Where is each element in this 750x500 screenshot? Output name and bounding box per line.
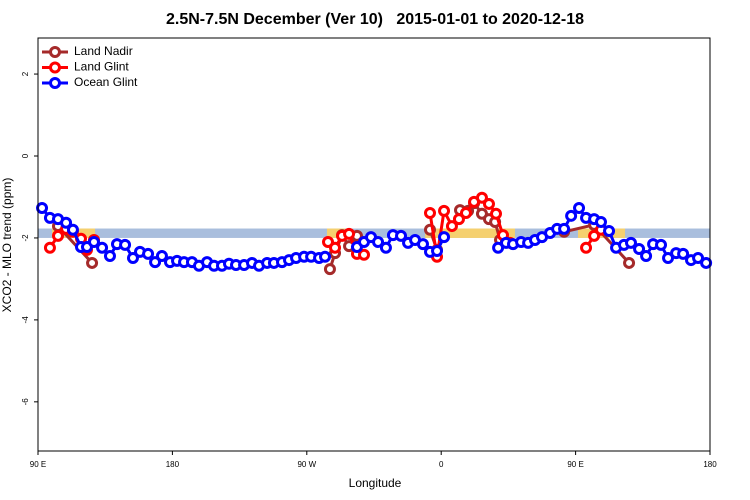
data-point [580, 241, 593, 254]
data-point [372, 236, 385, 249]
data-point [126, 252, 139, 265]
data-point [416, 238, 429, 251]
highlight [326, 228, 346, 238]
y-tick-label: -6 [21, 398, 30, 406]
x-tick-label: 180 [166, 460, 180, 469]
data-point [88, 236, 100, 249]
data-point [490, 207, 503, 220]
legend-marker [49, 61, 61, 74]
data-point [692, 252, 705, 265]
data-point [445, 220, 458, 233]
data-point [565, 209, 578, 222]
data-point [438, 231, 451, 244]
data-point [482, 197, 495, 210]
data-point [155, 249, 168, 262]
data-point [558, 222, 571, 235]
data-point [142, 247, 155, 260]
data-point [52, 229, 65, 242]
x-axis-label: Longitude [349, 476, 402, 490]
y-tick-label: -2 [21, 234, 30, 242]
legend-label: Land Glint [74, 60, 129, 74]
legend-marker [49, 77, 61, 89]
data-point [357, 248, 370, 261]
legend-marker [49, 46, 61, 58]
data-point [96, 241, 109, 254]
data-point [424, 206, 436, 219]
data-point [86, 256, 99, 269]
y-tick-label: -4 [21, 316, 30, 324]
plot-frame [37, 37, 711, 452]
data-point [459, 206, 472, 219]
data-point [43, 241, 56, 254]
data-point [343, 227, 356, 240]
plot-marks [36, 191, 713, 276]
y-tick-label: 0 [21, 153, 30, 158]
data-point [329, 241, 342, 254]
x-tick-label: 90 E [30, 460, 46, 469]
data-point [594, 215, 607, 228]
data-point [395, 229, 408, 242]
data-point [66, 223, 79, 236]
data-point [452, 213, 465, 226]
data-point [119, 238, 132, 251]
x-tick-label: 180 [703, 460, 717, 469]
data-point [603, 224, 616, 237]
x-tick-label: 90 W [297, 460, 316, 469]
data-point [700, 256, 713, 269]
x-tick-label: 90 E [567, 460, 583, 469]
data-point [149, 256, 162, 269]
chart-title: 2.5N-7.5N December (Ver 10) 2015-01-01 t… [166, 11, 584, 28]
data-point [438, 204, 451, 217]
data-point [633, 243, 646, 256]
data-point [623, 256, 636, 269]
y-tick-label: 2 [21, 71, 30, 76]
data-point [662, 252, 675, 265]
data-point [655, 238, 668, 251]
highlight [425, 228, 515, 238]
legend-label: Ocean Glint [74, 75, 138, 89]
data-point [431, 245, 444, 258]
data-point [677, 247, 690, 260]
data-point [60, 216, 73, 229]
data-point [323, 263, 336, 276]
data-point [319, 250, 332, 263]
data-point [625, 236, 638, 249]
data-point [588, 229, 601, 242]
x-tick-label: 0 [439, 460, 444, 469]
data-point [36, 202, 49, 215]
data-point [640, 249, 653, 262]
legend-label: Land Nadir [74, 44, 133, 58]
data-point [379, 241, 392, 254]
data-point [475, 191, 488, 204]
data-point [103, 249, 116, 262]
data-point [573, 202, 586, 215]
y-axis-label: XCO2 - MLO trend (ppm) [0, 178, 14, 313]
